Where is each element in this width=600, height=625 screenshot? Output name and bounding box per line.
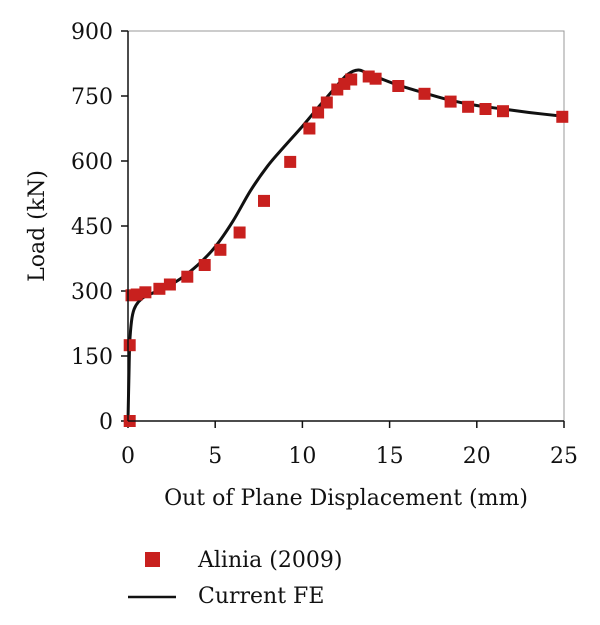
- x-tick-label-15: 15: [376, 444, 404, 469]
- data-point: [418, 87, 431, 100]
- x-tick-label-20: 20: [463, 444, 491, 469]
- legend-marker-alinia: [145, 552, 160, 567]
- y-tick-label-450: 450: [71, 215, 113, 240]
- y-tick-label-900: 900: [71, 20, 113, 45]
- y-tick-label-150: 150: [71, 345, 113, 370]
- y-axis-ticks: 0 150 300 450 600 750 900: [71, 20, 128, 435]
- x-tick-label-0: 0: [121, 444, 135, 469]
- y-tick-label-750: 750: [71, 85, 113, 110]
- x-tick-label-5: 5: [208, 444, 222, 469]
- data-point: [258, 194, 270, 207]
- y-tick-label-300: 300: [71, 280, 113, 305]
- data-point: [153, 282, 166, 295]
- data-point: [320, 96, 333, 109]
- data-point: [345, 73, 358, 86]
- y-tick-label-600: 600: [71, 150, 113, 175]
- y-tick-label-0: 0: [99, 410, 113, 435]
- x-axis-title: Out of Plane Displacement (mm): [164, 486, 528, 511]
- data-point: [497, 105, 509, 118]
- data-point: [444, 95, 457, 108]
- data-point: [369, 72, 382, 85]
- data-point: [214, 243, 227, 256]
- y-axis-title: Load (kN): [25, 170, 50, 282]
- data-point: [312, 106, 325, 119]
- series-markers-alinia: [123, 70, 569, 427]
- data-point: [139, 286, 152, 299]
- legend-label-alinia: Alinia (2009): [197, 548, 342, 573]
- data-point: [163, 278, 176, 291]
- data-point: [198, 259, 211, 271]
- x-tick-label-25: 25: [550, 444, 578, 469]
- data-point: [479, 103, 492, 115]
- data-point: [556, 110, 569, 123]
- legend-label-current-fe: Current FE: [198, 584, 324, 609]
- data-point: [392, 80, 405, 92]
- legend: Alinia (2009) Current FE: [128, 548, 342, 609]
- x-tick-label-10: 10: [288, 444, 316, 469]
- data-point: [284, 155, 297, 168]
- x-axis-ticks: 0 5 10 15 20 25: [121, 421, 578, 469]
- data-point: [462, 100, 475, 113]
- data-point: [123, 339, 136, 352]
- series-line-current-fe: [126, 68, 565, 422]
- data-point: [181, 270, 194, 283]
- data-point: [233, 226, 246, 239]
- data-point: [303, 122, 316, 135]
